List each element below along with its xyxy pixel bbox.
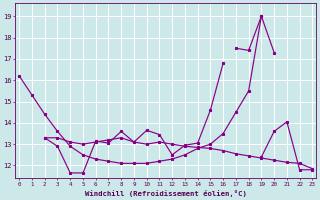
X-axis label: Windchill (Refroidissement éolien,°C): Windchill (Refroidissement éolien,°C) xyxy=(85,190,247,197)
